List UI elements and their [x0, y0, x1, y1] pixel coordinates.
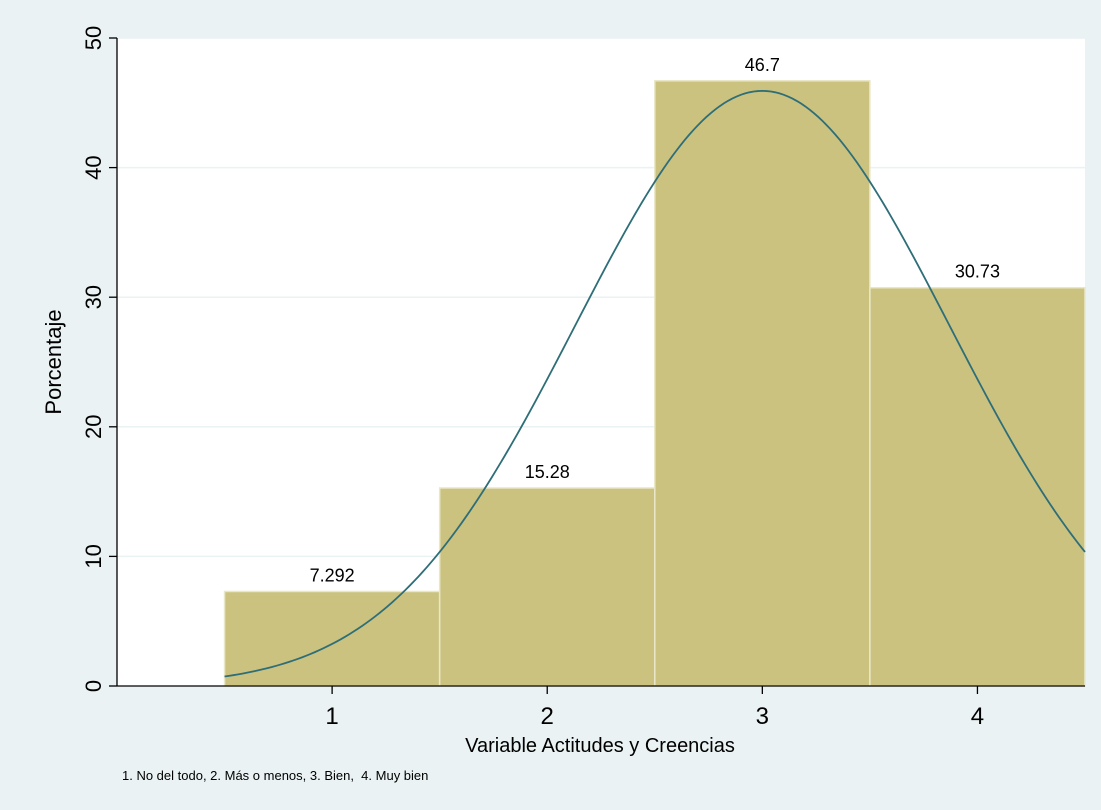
bar-value-label: 46.7	[745, 55, 780, 75]
y-tick-label: 0	[81, 680, 106, 692]
y-tick-label: 30	[81, 285, 106, 309]
bar-4	[869, 286, 1086, 687]
y-tick-label: 10	[81, 544, 106, 568]
y-axis-title: Porcentaje	[41, 309, 66, 414]
bar-1	[223, 590, 441, 687]
y-tick-label: 50	[81, 26, 106, 50]
footnote: 1. No del todo, 2. Más o menos, 3. Bien,…	[122, 768, 428, 783]
bar-value-label: 7.292	[310, 565, 355, 585]
x-tick-label: 3	[756, 703, 769, 730]
data-labels: 7.292 15.28 46.7 30.73	[310, 55, 1000, 586]
y-tick-label: 40	[81, 155, 106, 179]
axes: 0 10 20 30 40 50 1 2 3 4	[81, 26, 1085, 730]
bar-value-label: 15.28	[525, 462, 570, 482]
bar-value-label: 30.73	[955, 262, 1000, 282]
x-tick-label: 1	[325, 703, 338, 730]
x-axis-title: Variable Actitudes y Creencias	[465, 735, 735, 757]
y-tick-label: 20	[81, 415, 106, 439]
normal-density-curve	[224, 89, 1086, 678]
x-tick-label: 2	[541, 703, 554, 730]
bar-3	[654, 80, 871, 687]
bars	[223, 80, 1086, 687]
bar-2	[438, 487, 656, 687]
x-tick-label: 4	[971, 703, 984, 730]
